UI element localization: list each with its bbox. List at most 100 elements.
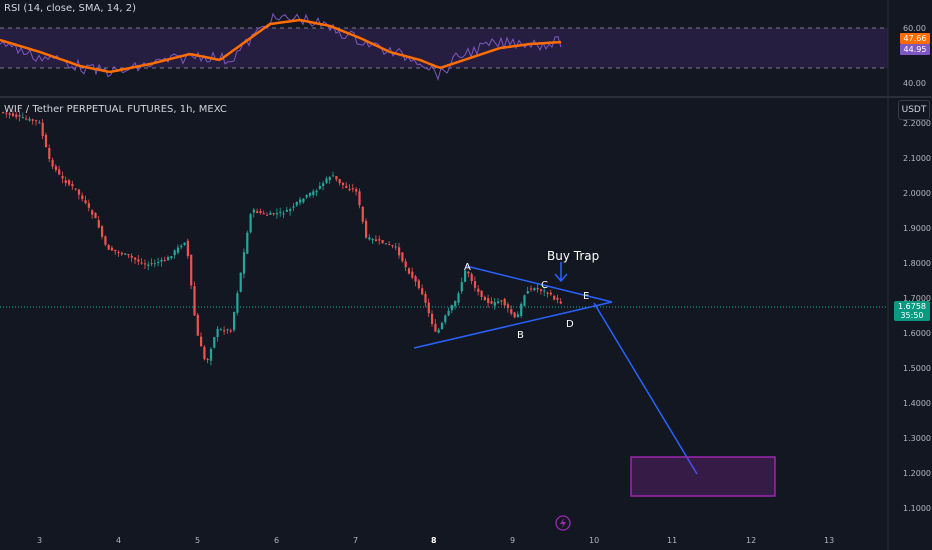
candle-body [249, 214, 252, 233]
candle-body [335, 176, 338, 180]
x-tick-label: 13 [824, 536, 834, 545]
candle-body [61, 175, 64, 179]
candle-body [31, 119, 34, 121]
candle-body [503, 298, 506, 306]
candle-body [203, 346, 206, 360]
candle-body [163, 260, 166, 262]
rsi-band [0, 28, 888, 68]
y-tick-label: 1.7000 [903, 294, 931, 303]
candle-body [279, 211, 282, 213]
rsi-sma-value-badge: 47.66 [900, 33, 930, 44]
candle-body [401, 252, 404, 262]
x-tick-label: 12 [746, 536, 756, 545]
candle-body [183, 242, 186, 246]
candle-body [414, 276, 417, 282]
lightning-icon[interactable] [555, 515, 571, 531]
candle-body [351, 188, 354, 190]
y-tick-label: 2.1000 [903, 154, 931, 163]
candle-body [15, 114, 18, 118]
candle-body [332, 175, 335, 177]
candle-body [345, 185, 348, 188]
candle-body [140, 262, 143, 264]
candle-body [523, 295, 526, 306]
candle-body [493, 302, 496, 306]
candle-body [167, 257, 170, 261]
candle-body [266, 214, 269, 216]
time-axis[interactable]: 3 4 5 6 7 8 9 10 11 12 13 [37, 536, 834, 545]
candle-body [388, 244, 391, 246]
x-tick-label: 4 [116, 536, 121, 545]
candle-body [120, 252, 123, 255]
candle-body [2, 112, 5, 114]
candle-body [533, 288, 536, 291]
candle-body [180, 245, 183, 248]
y-tick-label: 1.5000 [903, 364, 931, 373]
last-price-badge: 1.6758 35:50 [894, 301, 930, 321]
candle-body [302, 198, 305, 203]
candle-body [546, 292, 549, 294]
candle-body [553, 296, 556, 300]
y-tick-label: 1.8000 [903, 259, 931, 268]
candle-body [256, 211, 259, 213]
candle-body [536, 288, 539, 290]
candle-body [68, 180, 71, 185]
candle-body [510, 309, 513, 314]
candle-body [480, 290, 483, 297]
rsi-sma-line [0, 18, 562, 74]
candle-body [127, 254, 130, 256]
point-c-label: C [541, 280, 548, 291]
candle-body [487, 298, 490, 303]
candle-body [470, 274, 473, 281]
candle-body [282, 213, 285, 215]
candle-body [440, 322, 444, 330]
buy-trap-label: Buy Trap [547, 249, 599, 263]
target-box [630, 456, 776, 497]
x-tick-label: 3 [37, 536, 42, 545]
candle-body [404, 261, 407, 268]
candle-body [477, 288, 480, 292]
candle-body [11, 113, 15, 117]
candle-body [114, 249, 117, 252]
point-e-label: E [583, 291, 589, 302]
candle-body [74, 188, 77, 190]
candle-body [378, 239, 381, 241]
candle-body [84, 200, 87, 204]
candle-body [454, 300, 457, 307]
candle-body [275, 213, 279, 215]
candle-body [104, 236, 107, 245]
candle-body [87, 203, 90, 208]
rsi-indicator-title[interactable]: RSI (14, close, SMA, 14, 2) [4, 3, 137, 14]
pattern-drawing[interactable] [413, 262, 776, 497]
candle-body [269, 212, 272, 215]
symbol-title[interactable]: WIF / Tether PERPETUAL FUTURES, 1h, MEXC [4, 104, 227, 115]
candle-body [262, 213, 265, 215]
price-axis[interactable]: 2.2000 2.1000 2.0000 1.9000 1.8000 1.700… [903, 119, 931, 513]
candle-body [94, 212, 97, 219]
candle-body [490, 301, 493, 304]
currency-button[interactable]: USDT [898, 100, 930, 120]
candle-body [328, 177, 331, 181]
candle-body [239, 272, 242, 292]
y-tick-label: 1.9000 [903, 224, 931, 233]
candle-body [77, 189, 81, 195]
candle-body [21, 117, 24, 119]
x-tick-label: 5 [195, 536, 200, 545]
candle-body [530, 288, 533, 290]
y-tick-label: 1.4000 [903, 399, 931, 408]
candle-body [431, 313, 434, 325]
y-tick-label: 2.0000 [903, 189, 931, 198]
candle-body [97, 220, 100, 228]
candle-body [447, 310, 450, 316]
candle-countdown: 35:50 [900, 311, 924, 320]
candle-body [272, 213, 275, 215]
candle-body [543, 290, 546, 292]
triangle-upper-line [465, 265, 613, 303]
candle-body [117, 251, 120, 253]
candle-body [5, 112, 8, 114]
candle-body [444, 315, 447, 323]
candle-body [361, 206, 364, 222]
candle-body [460, 282, 463, 292]
candle-body [35, 120, 38, 122]
candle-body [58, 169, 61, 175]
